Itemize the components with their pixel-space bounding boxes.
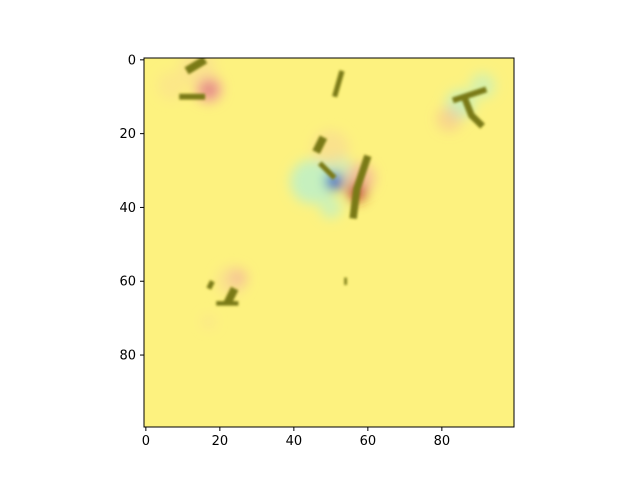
heatmap-stroke-2 bbox=[332, 70, 345, 98]
heatmap-stroke-6 bbox=[317, 161, 337, 180]
heatmap-blob-6 bbox=[436, 105, 463, 132]
heatmap-blob-7 bbox=[290, 159, 335, 204]
heatmap-blob-9 bbox=[319, 196, 342, 219]
y-tick-label: 40 bbox=[119, 201, 136, 216]
y-tick-label: 20 bbox=[119, 127, 136, 142]
heatmap-blob-15 bbox=[229, 268, 248, 287]
heatmap-stroke-0 bbox=[184, 58, 208, 75]
x-tick-label: 40 bbox=[286, 434, 303, 449]
y-tick-label: 80 bbox=[119, 349, 136, 364]
heatmap-plot-area bbox=[143, 57, 515, 428]
heatmap-stroke-9 bbox=[223, 286, 239, 306]
heatmap-stroke-4 bbox=[461, 95, 485, 129]
heatmap-stroke-3 bbox=[451, 86, 488, 104]
heatmap-blob-1 bbox=[203, 83, 215, 95]
x-tick-label: 60 bbox=[360, 434, 377, 449]
heatmap-stroke-layer bbox=[179, 58, 488, 306]
heatmap-blob-2 bbox=[179, 58, 217, 86]
x-tick-label: 20 bbox=[212, 434, 229, 449]
x-tick-label: 80 bbox=[434, 434, 451, 449]
y-axis: 0 20 40 60 80 bbox=[119, 53, 144, 364]
heatmap-stroke-5 bbox=[312, 135, 328, 154]
heatmap-blob-16 bbox=[201, 314, 217, 330]
x-tick-label: 0 bbox=[142, 434, 150, 449]
y-tick-label: 0 bbox=[128, 53, 136, 68]
heatmap-stroke-8 bbox=[206, 280, 215, 290]
x-axis: 0 20 40 60 80 bbox=[142, 427, 450, 449]
y-tick-label: 60 bbox=[119, 275, 136, 290]
heatmap-blob-13 bbox=[326, 173, 344, 191]
plot-frame bbox=[143, 57, 515, 428]
heatmap-blob-3 bbox=[156, 70, 187, 101]
heatmap-stroke-7 bbox=[349, 154, 372, 219]
